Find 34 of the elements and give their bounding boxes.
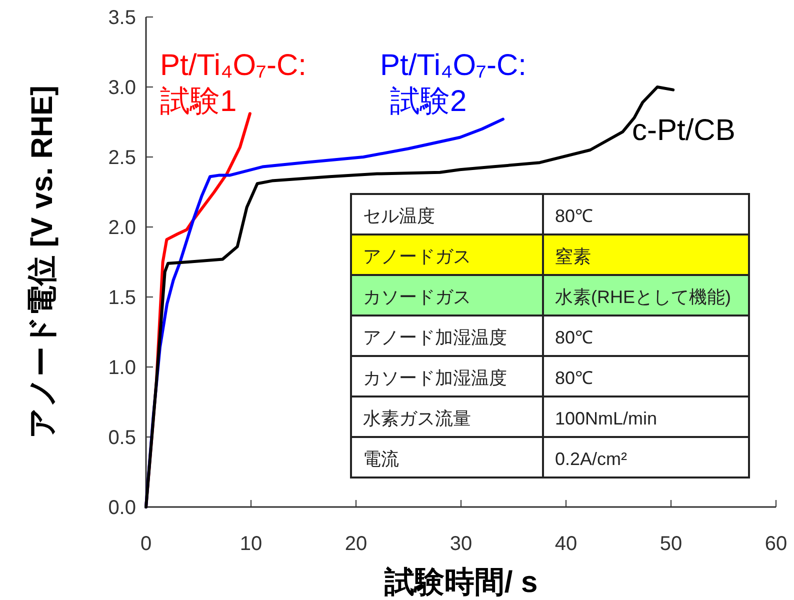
annotation: 80℃ <box>555 368 594 388</box>
series-label: c-Pt/CB <box>632 114 736 147</box>
annotation: アノード加湿温度 <box>363 328 507 348</box>
annotation: 窒素 <box>555 246 591 266</box>
y-tick-label: 0.0 <box>108 497 136 519</box>
y-tick-label: 2.5 <box>108 147 136 169</box>
x-axis-title: 試験時間/ s <box>383 566 538 599</box>
y-tick-label: 1.5 <box>108 287 136 309</box>
annotation: 水素ガス流量 <box>363 408 471 428</box>
x-tick-label: 20 <box>344 533 368 555</box>
x-tick-label: 0 <box>140 533 152 555</box>
x-tick-label: 30 <box>450 533 472 555</box>
annotation: 80℃ <box>555 328 594 348</box>
x-tick-label: 50 <box>660 533 682 555</box>
y-tick-label: 3.5 <box>108 7 136 29</box>
annotation: カソード加湿温度 <box>363 368 507 388</box>
x-tick-label: 10 <box>240 533 262 555</box>
series-label: Pt/Ti₄O₇-C: 試験2 <box>380 49 526 118</box>
y-tick-label: 3.0 <box>108 77 136 99</box>
annotation: 電流 <box>363 449 399 469</box>
y-tick-label: 2.0 <box>108 217 136 239</box>
annotation: セル温度 <box>363 206 435 226</box>
annotation: 水素(RHEとして機能) <box>555 287 731 307</box>
y-tick-label: 0.5 <box>108 427 136 449</box>
series-label: Pt/Ti₄O₇-C: 試験1 <box>160 49 306 118</box>
y-axis-title: アノード電位 [V vs. RHE] <box>26 85 59 439</box>
annotation: カソードガス <box>363 287 471 307</box>
annotation: 0.2A/cm² <box>555 449 628 469</box>
y-tick-label: 1.0 <box>108 357 136 379</box>
x-tick-label: 40 <box>554 533 578 555</box>
annotation: アノードガス <box>363 246 471 266</box>
annotation: 100NmL/min <box>555 408 658 428</box>
x-tick-label: 60 <box>764 533 788 555</box>
annotation: 80℃ <box>555 206 594 226</box>
